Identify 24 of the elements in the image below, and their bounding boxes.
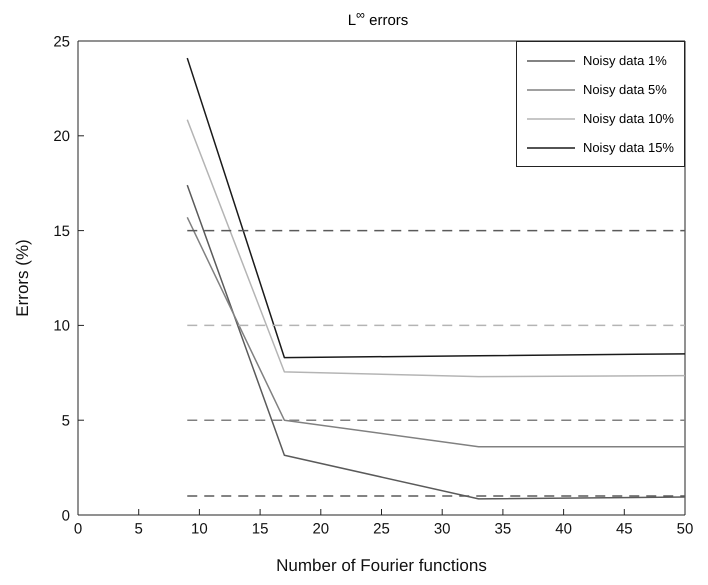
y-tick-label: 5 (62, 412, 70, 430)
y-tick-label: 15 (53, 222, 70, 240)
x-tick-label: 25 (373, 520, 390, 538)
legend-label: Noisy data 10% (582, 111, 674, 126)
legend-label: Noisy data 1% (582, 53, 667, 68)
x-tick-label: 50 (676, 520, 694, 538)
chart-title: L$^{∞}$ errors (346, 8, 410, 29)
x-tick-label: 30 (434, 520, 451, 538)
y-tick-label: 20 (53, 128, 70, 146)
legend-label: Noisy data 5% (582, 82, 667, 97)
x-axis-title: Number of Fourier functions (276, 556, 487, 575)
x-tick-label: 20 (312, 520, 330, 538)
y-tick-label: 0 (62, 507, 70, 524)
legend-label: Noisy data 15% (582, 140, 674, 155)
x-tick-label: 0 (74, 520, 82, 538)
y-tick-label: 25 (53, 33, 70, 50)
x-tick-label: 45 (616, 520, 633, 538)
x-tick-label: 35 (494, 520, 512, 538)
x-tick-label: 15 (252, 520, 268, 538)
y-axis-title: Errors (%) (13, 239, 32, 317)
y-tick-label: 10 (53, 318, 70, 335)
x-tick-label: 10 (191, 520, 208, 538)
x-tick-label: 5 (134, 520, 143, 538)
x-tick-label: 40 (555, 520, 572, 538)
